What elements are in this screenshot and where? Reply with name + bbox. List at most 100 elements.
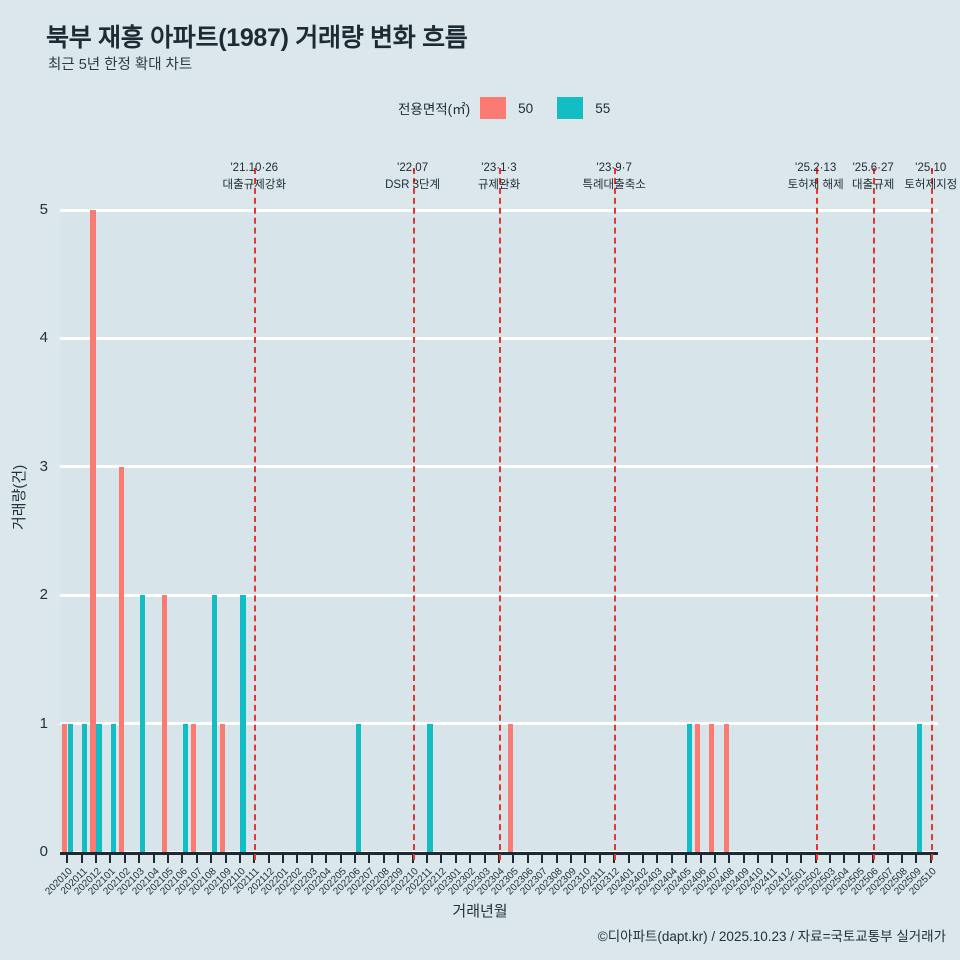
annotation-line [412, 168, 415, 860]
bar [686, 723, 692, 852]
x-tick [685, 852, 688, 863]
x-tick [109, 852, 112, 863]
annotation-label: '22.07 DSR 3단계 [353, 160, 473, 194]
x-tick [267, 852, 270, 863]
annotation-date: '25.10 [915, 162, 947, 174]
annotation-line [873, 168, 876, 860]
annotation-text: 규제완화 [477, 179, 521, 191]
y-tick-label: 1 [39, 714, 48, 732]
bar [110, 723, 116, 852]
annotation-label: '25.2·13 토허제 해제 [756, 160, 876, 194]
annotation-label: '23·9·7 특례대출축소 [554, 160, 674, 194]
annotation-date: '23·1·3 [481, 162, 517, 174]
annotation-text: 대출규제강화 [222, 179, 287, 191]
x-tick [296, 852, 299, 863]
x-tick [541, 852, 544, 863]
x-tick [66, 852, 69, 863]
legend-swatch-50 [480, 97, 507, 119]
y-tick-label: 4 [39, 329, 48, 347]
x-tick [800, 852, 803, 863]
x-tick [166, 852, 169, 863]
annotation-text: 특례대출축소 [582, 179, 646, 191]
bar [240, 595, 246, 852]
x-tick [94, 852, 97, 863]
annotation-label: '25.6·27 대출규제 [813, 160, 933, 194]
bar [507, 723, 513, 852]
bar [694, 723, 701, 852]
x-tick [339, 852, 342, 863]
bar [90, 210, 96, 852]
bar [916, 723, 923, 852]
x-tick [641, 852, 644, 863]
x-tick [569, 852, 572, 863]
legend-label-50: 50 [518, 100, 534, 116]
legend-label-55: 55 [595, 100, 611, 116]
bar [96, 723, 102, 852]
bar [709, 723, 715, 852]
y-axis-title: 거래량(건) [11, 464, 28, 530]
page-subtitle: 최근 5년 한정 확대 차트 [48, 57, 193, 73]
bar [61, 723, 67, 852]
legend-title: 전용면적(㎡) [398, 102, 471, 117]
x-tick [656, 852, 659, 863]
x-tick [555, 852, 558, 863]
x-tick [670, 852, 673, 863]
x-tick [829, 852, 832, 863]
annotation-date: '25.6·27 [852, 162, 894, 174]
bar [211, 595, 217, 852]
annotation-label: '21.10·26 대출규제강화 [194, 160, 314, 194]
y-tick-label: 5 [39, 201, 48, 218]
x-tick [742, 852, 745, 863]
x-tick [138, 852, 141, 863]
annotation-text: DSR 3단계 [385, 179, 441, 191]
x-tick [713, 852, 716, 863]
x-tick [843, 852, 846, 863]
x-tick [238, 852, 241, 863]
y-tick-label: 3 [39, 457, 48, 475]
x-tick [915, 852, 918, 863]
annotation-date: '25.2·13 [795, 162, 837, 174]
page-title: 북부 재흥 아파트(1987) 거래량 변화 흐름 [46, 24, 468, 52]
y-tick-label: 2 [39, 586, 48, 604]
x-tick [325, 852, 328, 863]
bar [139, 595, 145, 852]
annotation-text: 토허제지정 [904, 179, 958, 191]
y-tick-label: 0 [39, 843, 48, 860]
x-tick [210, 852, 213, 863]
x-tick [483, 852, 486, 863]
bar [219, 723, 226, 852]
annotation-date: '23·9·7 [596, 162, 632, 174]
bar [182, 723, 188, 852]
annotation-date: '22.07 [397, 162, 429, 174]
bar [723, 723, 729, 852]
annotation-label: '23·1·3 규제완화 [439, 160, 559, 194]
annotation-label: '25.10 토허제지정 [871, 160, 960, 194]
annotation-line [815, 168, 818, 860]
bar [82, 723, 88, 852]
x-tick [181, 852, 184, 863]
x-tick [152, 852, 155, 863]
bar [191, 723, 197, 852]
x-tick [397, 852, 400, 863]
x-tick [195, 852, 198, 863]
x-tick [526, 852, 529, 863]
x-tick [728, 852, 731, 863]
bar [427, 723, 433, 852]
annotation-date: '21.10·26 [230, 162, 279, 174]
legend-swatch-55 [557, 97, 584, 119]
chart-legend: 전용면적(㎡) 50 55 [398, 97, 634, 119]
x-tick [598, 852, 601, 863]
x-tick [584, 852, 587, 863]
annotation-line [614, 168, 617, 860]
x-tick [80, 852, 83, 863]
x-tick [440, 852, 443, 863]
annotation-line [254, 168, 257, 860]
x-tick [382, 852, 385, 863]
x-tick [512, 852, 515, 863]
x-tick [771, 852, 774, 863]
x-tick [469, 852, 472, 863]
bar [355, 723, 361, 852]
annotation-line [930, 168, 933, 860]
x-axis-title: 거래년월 [452, 903, 508, 920]
